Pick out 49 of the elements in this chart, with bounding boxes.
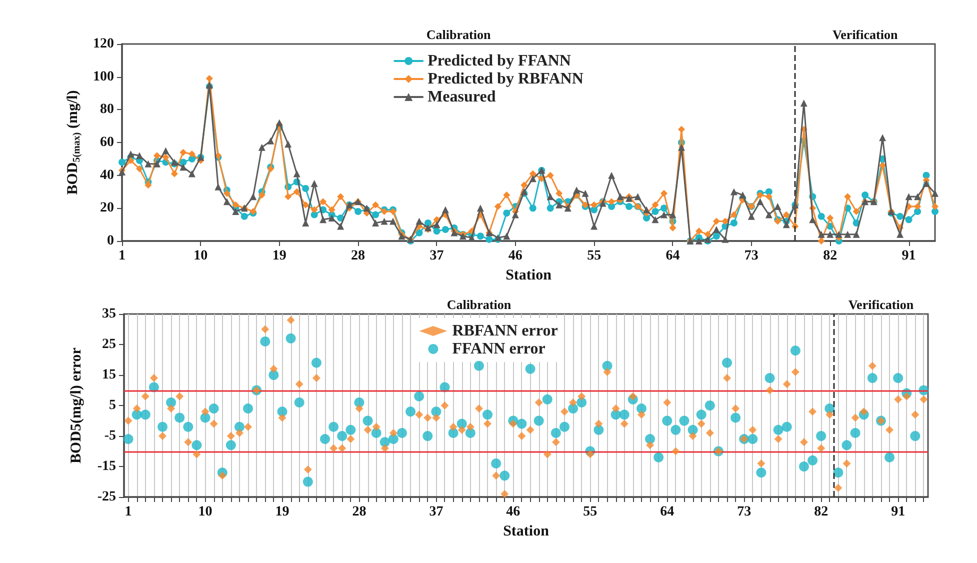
x-tick-label: 1	[124, 504, 132, 520]
x-tick-label: 10	[194, 248, 208, 264]
x-tick-label: 28	[352, 504, 366, 520]
y-tick-label: 25	[102, 337, 116, 352]
legend-label: Measured	[428, 88, 496, 106]
x-axis-title: Station	[503, 523, 550, 540]
x-tick-label: 82	[814, 504, 828, 520]
y-tick-label: 100	[93, 69, 114, 84]
x-tick-label: 28	[351, 248, 366, 264]
y-tick-label: 20	[100, 200, 114, 216]
y-tick-label: 0	[107, 234, 114, 248]
y-axis-title: BOD5(max) (mg/l)	[65, 90, 82, 195]
x-tick-label: 64	[666, 248, 680, 264]
legend-label: Predicted by FFANN	[428, 52, 572, 70]
y-tick-label: -5	[104, 428, 116, 444]
y-tick-label: 80	[100, 102, 114, 118]
y-tick-label: -15	[97, 459, 116, 474]
x-tick-label: 73	[737, 504, 752, 520]
x-tick-label: 82	[823, 248, 838, 264]
legend-label: FFANN error	[452, 340, 546, 358]
x-tick-label: 73	[744, 248, 758, 264]
y-tick-label: 35	[102, 306, 116, 322]
text: Verification	[848, 297, 914, 312]
x-tick-label: 37	[430, 248, 444, 264]
y-axis-title: BOD5(mg/l) error	[68, 347, 84, 464]
x-tick-label: 64	[660, 504, 674, 520]
text: Calibration	[446, 297, 512, 312]
y-tick-label: 40	[100, 168, 114, 183]
x-tick-label: 46	[508, 248, 522, 264]
text: Verification	[832, 27, 898, 42]
x-tick-label: 46	[506, 504, 520, 520]
x-tick-label: 37	[429, 504, 444, 520]
y-tick-label: 15	[102, 368, 116, 382]
text: Calibration	[426, 27, 492, 42]
x-tick-label: 1	[118, 248, 126, 264]
y-tick-label: 5	[109, 398, 116, 413]
x-tick-label: 91	[891, 504, 906, 520]
y-tick-label: -25	[97, 490, 116, 504]
legend-label: RBFANN error	[452, 322, 558, 340]
y-tick-label: 120	[93, 36, 114, 52]
x-tick-label: 10	[198, 504, 212, 520]
legend-label: Predicted by RBFANN	[428, 70, 584, 88]
x-tick-label: 19	[272, 248, 286, 264]
x-axis-title: Station	[506, 267, 552, 284]
x-tick-label: 91	[902, 248, 916, 264]
x-tick-label: 55	[587, 248, 602, 264]
x-tick-label: 19	[275, 504, 290, 520]
x-tick-label: 55	[583, 504, 598, 520]
y-tick-label: 60	[100, 135, 114, 150]
